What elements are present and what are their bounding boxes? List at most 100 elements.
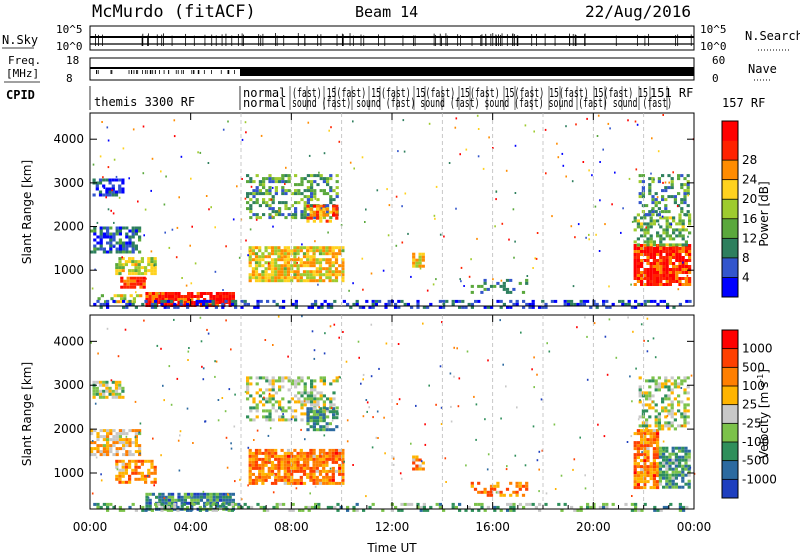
range-gate-cell bbox=[318, 276, 323, 280]
range-gate-cell bbox=[99, 453, 103, 457]
range-gate-cell bbox=[309, 466, 313, 470]
range-gate-cell bbox=[267, 469, 271, 473]
range-gate-cell bbox=[643, 438, 647, 442]
range-gate-cell bbox=[215, 498, 219, 502]
range-gate-cell bbox=[534, 505, 538, 509]
noise-cell bbox=[645, 226, 647, 229]
noise-cell bbox=[338, 336, 340, 339]
range-gate-cell bbox=[563, 299, 567, 303]
range-gate-cell bbox=[254, 475, 259, 479]
range-gate-cell bbox=[163, 305, 167, 309]
noise-cell bbox=[598, 250, 601, 252]
range-gate-cell bbox=[118, 459, 122, 463]
noise-cell bbox=[398, 398, 401, 401]
range-gate-cell bbox=[633, 456, 637, 460]
range-gate-cell bbox=[658, 464, 662, 468]
range-gate-cell bbox=[300, 412, 304, 416]
range-gate-cell bbox=[659, 240, 663, 244]
range-gate-cell bbox=[418, 264, 422, 268]
range-gate-cell bbox=[681, 234, 685, 238]
noise-cell bbox=[186, 407, 189, 410]
range-gate-cell bbox=[306, 279, 310, 283]
range-gate-cell bbox=[633, 244, 637, 247]
range-gate-cell bbox=[125, 441, 129, 445]
range-gate-cell bbox=[328, 454, 332, 458]
range-gate-cell bbox=[341, 279, 345, 283]
range-gate-cell bbox=[648, 397, 652, 401]
range-gate-cell bbox=[206, 495, 210, 499]
range-gate-cell bbox=[228, 298, 232, 301]
range-gate-cell bbox=[646, 456, 650, 460]
range-gate-cell bbox=[212, 295, 216, 298]
range-gate-cell bbox=[646, 429, 650, 433]
range-gate-cell bbox=[640, 438, 644, 442]
range-gate-cell bbox=[665, 446, 669, 450]
range-gate-cell bbox=[154, 299, 158, 303]
range-gate-cell bbox=[675, 256, 679, 259]
range-gate-cell bbox=[264, 255, 268, 259]
range-gate-cell bbox=[652, 456, 656, 460]
range-gate-cell bbox=[102, 435, 106, 439]
range-gate-cell bbox=[125, 241, 129, 245]
colorbar-tick-label: -1000 bbox=[742, 472, 777, 486]
range-gate-cell bbox=[294, 201, 298, 205]
range-gate-cell bbox=[274, 180, 278, 184]
range-gate-cell bbox=[303, 201, 307, 205]
range-gate-cell bbox=[657, 207, 661, 211]
range-gate-cell bbox=[319, 428, 323, 432]
range-gate-cell bbox=[126, 282, 130, 286]
range-gate-cell bbox=[252, 397, 256, 401]
range-gate-cell bbox=[338, 454, 342, 458]
range-gate-cell bbox=[296, 457, 300, 461]
range-gate-cell bbox=[646, 274, 650, 277]
range-gate-cell bbox=[678, 302, 682, 306]
range-gate-cell bbox=[680, 207, 684, 211]
range-gate-cell bbox=[334, 252, 339, 256]
range-gate-cell bbox=[316, 416, 320, 420]
range-gate-cell bbox=[680, 198, 684, 202]
range-gate-cell bbox=[646, 450, 650, 454]
range-gate-cell bbox=[215, 298, 219, 301]
range-gate-cell bbox=[677, 403, 681, 407]
noise-cell bbox=[473, 395, 475, 398]
range-gate-cell bbox=[268, 388, 272, 392]
range-gate-cell bbox=[264, 267, 268, 271]
range-gate-cell bbox=[309, 419, 313, 423]
range-gate-cell bbox=[278, 376, 282, 380]
range-gate-cell bbox=[489, 484, 494, 488]
range-gate-cell bbox=[297, 201, 301, 205]
range-gate-cell bbox=[668, 250, 672, 253]
range-gate-cell bbox=[681, 228, 685, 232]
colorbar-swatch bbox=[722, 404, 738, 424]
range-gate-cell bbox=[183, 301, 187, 304]
noise-cell bbox=[197, 151, 199, 154]
noise-cell bbox=[234, 393, 236, 396]
range-gate-cell bbox=[636, 277, 640, 280]
range-gate-cell bbox=[283, 457, 287, 461]
range-gate-cell bbox=[313, 216, 317, 220]
range-gate-cell bbox=[672, 247, 676, 250]
range-gate-cell bbox=[461, 299, 465, 303]
range-gate-cell bbox=[99, 444, 103, 448]
range-gate-cell bbox=[421, 461, 425, 465]
range-gate-cell bbox=[640, 262, 644, 265]
noise-cell bbox=[500, 279, 503, 282]
range-gate-cell bbox=[668, 464, 672, 468]
range-gate-cell bbox=[667, 379, 671, 383]
range-gate-cell bbox=[118, 505, 122, 509]
range-gate-cell bbox=[135, 294, 140, 298]
noise-cell bbox=[320, 207, 323, 210]
noise-cell bbox=[230, 447, 233, 450]
noise-cell bbox=[690, 374, 693, 377]
range-gate-cell bbox=[651, 210, 655, 214]
range-gate-cell bbox=[674, 452, 678, 456]
range-gate-cell bbox=[251, 478, 255, 482]
range-gate-cell bbox=[322, 210, 326, 214]
range-gate-cell bbox=[645, 204, 649, 208]
range-gate-cell bbox=[662, 485, 666, 489]
range-gate-cell bbox=[265, 189, 269, 193]
range-gate-cell bbox=[656, 277, 660, 280]
range-gate-cell bbox=[193, 492, 197, 496]
range-gate-cell bbox=[649, 271, 653, 274]
range-gate-cell bbox=[649, 274, 653, 277]
